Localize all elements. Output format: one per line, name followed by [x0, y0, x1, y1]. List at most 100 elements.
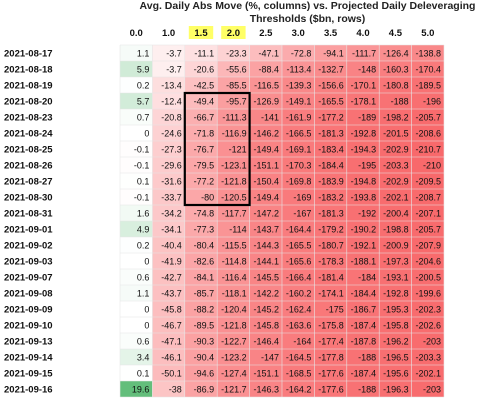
cell-value: -148	[358, 64, 376, 74]
cell-value: -177.4	[318, 336, 344, 346]
cell-value: -180.8	[383, 80, 409, 90]
cell-value: -0.1	[134, 192, 150, 202]
heatmap-cell	[184, 93, 218, 109]
cell-value: 1.1	[137, 48, 150, 58]
heatmap-cell	[346, 349, 380, 365]
heatmap-cell	[184, 77, 218, 93]
cell-value: -90.4	[194, 352, 215, 362]
cell-value: -174.1	[318, 288, 344, 298]
heatmap-cell	[152, 301, 185, 317]
heatmap-cell	[282, 365, 315, 381]
cell-value: -170.4	[415, 64, 441, 74]
heatmap-cell	[152, 205, 185, 221]
heatmap-cell	[217, 61, 250, 77]
heatmap-cell	[152, 317, 185, 333]
heatmap-cell	[411, 221, 444, 237]
heatmap-cell	[249, 381, 282, 397]
cell-value: -203.3	[383, 160, 409, 170]
row-label: 2021-09-13	[4, 337, 53, 348]
cell-value: -47.1	[161, 336, 182, 346]
cell-value: -147	[261, 352, 279, 362]
heatmap-cell	[217, 205, 250, 221]
cell-value: -184.4	[351, 288, 377, 298]
heatmap-cell	[120, 157, 153, 173]
heatmap-cell	[346, 45, 380, 61]
heatmap-cell	[217, 253, 250, 269]
heatmap-cell	[184, 141, 218, 157]
heatmap-cell	[217, 173, 250, 189]
heatmap-cell	[217, 189, 250, 205]
cell-value: -188	[358, 384, 376, 394]
cell-value: 0.1	[137, 176, 150, 186]
row-label: 2021-08-30	[4, 193, 53, 204]
cell-value: -197.3	[383, 256, 409, 266]
cell-value: -23.3	[226, 48, 247, 58]
cell-value: -179.2	[318, 224, 344, 234]
heatmap-cell	[314, 173, 347, 189]
heatmap-cell	[282, 317, 315, 333]
chart-title: Avg. Daily Abs Move (%, columns) vs. Pro…	[139, 0, 476, 25]
column-header-highlight	[188, 26, 214, 39]
heatmap-cell	[282, 189, 315, 205]
cell-value: -34.1	[161, 224, 182, 234]
heatmap-cell	[152, 333, 185, 349]
cell-value: -31.6	[161, 176, 182, 186]
cell-value: -149.4	[253, 144, 279, 154]
cell-value: -77.2	[194, 176, 215, 186]
cell-value: -177.6	[318, 384, 344, 394]
row-label: 2021-09-01	[4, 225, 53, 236]
heatmap-cell	[282, 125, 315, 141]
heatmap-cell	[120, 349, 153, 365]
heatmap-cell	[411, 109, 444, 125]
cell-value: -195.8	[383, 320, 409, 330]
cell-value: -209.5	[415, 176, 441, 186]
cell-value: -3.7	[166, 64, 182, 74]
heatmap-cell	[249, 45, 282, 61]
column-header: 0.0	[130, 28, 143, 39]
cell-value: -111.3	[222, 112, 246, 122]
heatmap-cell	[282, 61, 315, 77]
row-label: 2021-08-19	[4, 81, 53, 92]
heatmap-cell	[379, 381, 412, 397]
cell-value: -162.4	[286, 304, 312, 314]
cell-value: -210.7	[415, 144, 441, 154]
cell-value: -88.2	[194, 304, 215, 314]
heatmap-cell	[249, 269, 282, 285]
heatmap-cell	[411, 365, 444, 381]
column-header-layer: 0.0 1.0 1.5 2.0 2.5 3.0 3.5 4.0 4.5 5.0	[130, 26, 434, 39]
heatmap-cell	[346, 269, 380, 285]
cell-value: 0.1	[137, 368, 150, 378]
row-label: 2021-09-07	[4, 273, 53, 284]
cell-value: -121	[229, 144, 247, 154]
cell-value: -116.9	[222, 128, 247, 138]
heatmap-cell	[282, 109, 315, 125]
cell-value: 5.7	[137, 96, 150, 106]
cell-value: -207.1	[415, 208, 441, 218]
cell-value: 0.7	[137, 112, 150, 122]
cell-value: -204.6	[415, 256, 441, 266]
cell-value: -194.3	[351, 144, 377, 154]
heatmap-cell	[282, 349, 315, 365]
cell-value: -189.5	[415, 80, 441, 90]
heatmap-cell	[217, 269, 250, 285]
cell-value: -164.5	[286, 352, 312, 362]
heatmap-cell	[379, 109, 412, 125]
heatmap-cell	[217, 285, 250, 301]
cell-value: -120.5	[221, 192, 247, 202]
row-label: 2021-09-16	[4, 385, 53, 396]
heatmap-cell	[411, 317, 444, 333]
heatmap-cell	[379, 61, 412, 77]
heatmap-cell	[379, 45, 412, 61]
cell-value: -205.7	[415, 224, 441, 234]
cell-value: -121.8	[221, 320, 247, 330]
heatmap-cell	[379, 173, 412, 189]
cell-value: -142.2	[253, 288, 279, 298]
heatmap-cell	[249, 189, 282, 205]
heatmap-cell	[152, 189, 185, 205]
heatmap-cell	[314, 189, 347, 205]
cell-value: -55.6	[226, 64, 247, 74]
cell-value: -210	[423, 160, 441, 170]
cell-value: -90.3	[194, 336, 215, 346]
cell-value: -113.4	[287, 64, 312, 74]
